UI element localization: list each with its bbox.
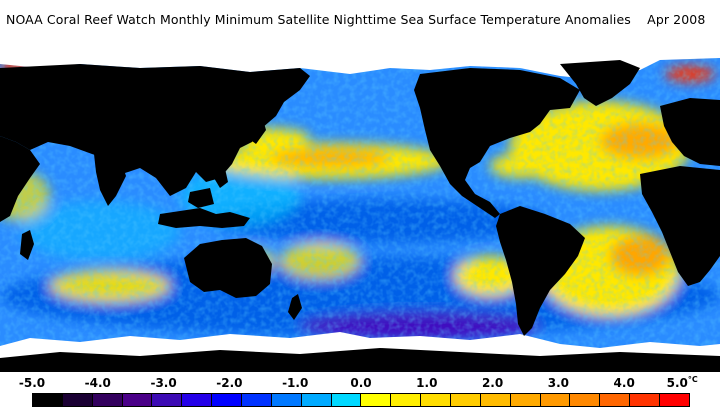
new-zealand [288,294,302,320]
colorbar-tick-label: -3.0 [150,376,177,390]
colorbar-swatch [630,394,661,406]
south-america [496,206,585,336]
colorbar-swatch [33,394,63,406]
colorbar-swatch [242,394,272,406]
colorbar-tick-label: 1.0 [416,376,438,390]
colorbar-tick-label: 2.0 [481,376,504,390]
africa [640,166,720,286]
sst-anomaly-map [0,46,720,372]
colorbar-tick-label: -1.0 [282,376,309,390]
eurasia [0,64,310,196]
philippines [214,164,228,188]
india [94,154,126,206]
africa-east-wrap [0,136,40,222]
colorbar-swatch [301,394,332,406]
colorbar-swatch [510,394,541,406]
colorbar-swatch [361,394,392,406]
colorbar-swatch [92,394,123,406]
land-masses [0,60,720,372]
colorbar-swatch [182,394,213,406]
colorbar-tick-labels: -5.0 -4.0 -3.0 -2.0 -1.0 0.0 1.0 2.0 3.0 4.0 5.0°C [0,375,720,392]
antarctica [0,348,720,372]
australia [184,238,272,298]
arctic-ice-west [0,46,720,80]
colorbar-unit: °C [687,375,698,384]
colorbar [32,393,690,407]
europe-east-edge [660,98,720,166]
indonesia [158,208,250,228]
japan [248,116,266,144]
borneo [188,188,214,208]
colorbar-tick-label: -2.0 [216,376,243,390]
colorbar-swatch [540,394,571,406]
colorbar-tick-label: 3.0 [547,376,570,390]
colorbar-swatch [271,394,302,406]
colorbar-swatch [122,394,153,406]
colorbar-swatch [391,394,422,406]
colorbar-swatch [451,394,481,406]
colorbar-swatch [660,394,689,406]
colorbar-tick-label: 5.0°C [666,375,698,390]
colorbar-swatch [212,394,243,406]
colorbar-swatch [62,394,93,406]
colorbar-tick-label: -5.0 [18,376,46,390]
colorbar-swatch [600,394,631,406]
colorbar-tick-label: -4.0 [84,376,111,390]
greenland [560,60,640,106]
colorbar-swatch [480,394,511,406]
colorbar-swatch [152,394,183,406]
colorbar-swatch [421,394,452,406]
colorbar-tick-label: 4.0 [613,376,635,390]
colorbar-swatch [570,394,601,406]
north-america [414,68,580,218]
madagascar [20,230,34,260]
colorbar-tick-label: 0.0 [350,376,372,390]
colorbar-swatch [331,394,362,406]
map-title: NOAA Coral Reef Watch Monthly Minimum Sa… [6,12,706,27]
